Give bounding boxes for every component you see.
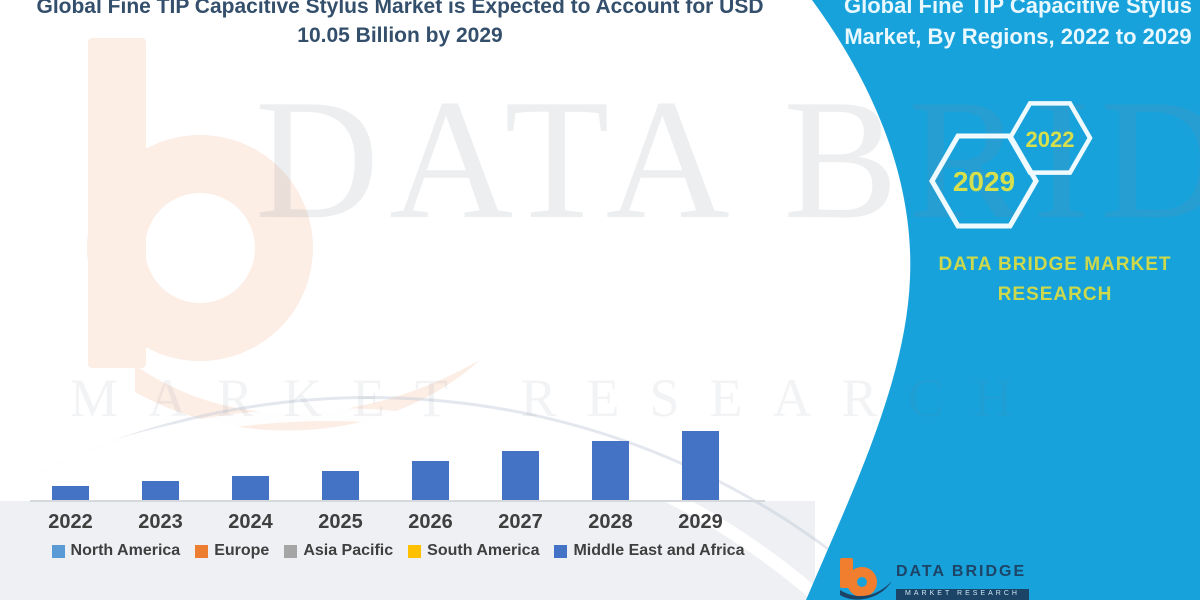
bar-segment-middle-east-and-africa bbox=[232, 475, 269, 501]
legend-swatch bbox=[284, 544, 298, 558]
x-axis-label-2024: 2024 bbox=[228, 511, 273, 533]
bar-segment-middle-east-and-africa bbox=[52, 485, 89, 501]
hexagon-2022-icon bbox=[1007, 101, 1093, 175]
bar-segment-middle-east-and-africa bbox=[142, 481, 179, 501]
chart-legend: North America Europe Asia Pacific South Ame… bbox=[28, 542, 768, 560]
hexagon-badges: 2029 2022 bbox=[929, 101, 1093, 229]
bar-segment-middle-east-and-africa bbox=[322, 471, 359, 501]
banner-heading-line2: Market, By Regions, 2022 to 2029 bbox=[844, 24, 1192, 49]
bar-segment-middle-east-and-africa bbox=[682, 430, 719, 501]
x-axis-label-2025: 2025 bbox=[318, 511, 363, 533]
legend-item-north-america: North America bbox=[51, 542, 181, 560]
legend-label: North America bbox=[70, 542, 181, 559]
legend-item-europe: Europe bbox=[195, 542, 269, 560]
x-axis-label-2028: 2028 bbox=[588, 511, 633, 533]
legend-swatch bbox=[51, 544, 65, 558]
legend-swatch bbox=[408, 544, 422, 558]
legend-item-south-america: South America bbox=[408, 542, 539, 560]
bar-segment-middle-east-and-africa bbox=[412, 460, 449, 501]
hexagon-2029-label: 2029 bbox=[953, 166, 1015, 197]
legend-label: Europe bbox=[214, 542, 270, 559]
legend-item-asia-pacific: Asia Pacific bbox=[284, 542, 393, 560]
legend-label: South America bbox=[427, 542, 540, 559]
banner-heading: Global Fine TIP Capacitive Stylus Market… bbox=[838, 0, 1198, 52]
legend-label: Asia Pacific bbox=[303, 542, 394, 559]
x-axis-label-2026: 2026 bbox=[408, 511, 453, 533]
banner-heading-line1: Global Fine TIP Capacitive Stylus bbox=[843, 0, 1193, 18]
watermark-data-bridge: DATA BRIDGE bbox=[255, 65, 1200, 255]
hexagon-2022-label: 2022 bbox=[1026, 127, 1075, 152]
x-axis-label-2022: 2022 bbox=[48, 511, 93, 533]
brand-text: DATA BRIDGE MARKET RESEARCH bbox=[915, 250, 1195, 310]
footer-logo-sub: MARKET RESEARCH bbox=[896, 589, 1029, 600]
legend-item-middle-east-and-africa: Middle East and Africa bbox=[554, 542, 744, 560]
bar-segment-middle-east-and-africa bbox=[502, 450, 539, 501]
legend-label: Middle East and Africa bbox=[573, 542, 745, 559]
page-title-line2: 10.05 Billion by 2029 bbox=[297, 24, 503, 47]
x-axis-label-2023: 2023 bbox=[138, 511, 183, 533]
legend-swatch bbox=[195, 544, 209, 558]
x-axis bbox=[30, 500, 765, 502]
x-axis-label-2027: 2027 bbox=[498, 511, 543, 533]
x-axis-label-2029: 2029 bbox=[678, 511, 723, 533]
page-title-line1: Global Fine TIP Capacitive Stylus Market… bbox=[36, 0, 764, 18]
brand-text-line1: DATA BRIDGE MARKET bbox=[938, 254, 1172, 275]
page-title: Global Fine TIP Capacitive Stylus Market… bbox=[8, 0, 792, 50]
footer-logo-name: DATA BRIDGE bbox=[896, 563, 1027, 580]
bar-segment-middle-east-and-africa bbox=[592, 441, 629, 501]
brand-text-line2: RESEARCH bbox=[997, 284, 1113, 305]
legend-swatch bbox=[554, 544, 568, 558]
watermark-market-research: MARKET RESEARCH bbox=[70, 368, 1043, 428]
data-bridge-logo-icon bbox=[840, 558, 892, 600]
